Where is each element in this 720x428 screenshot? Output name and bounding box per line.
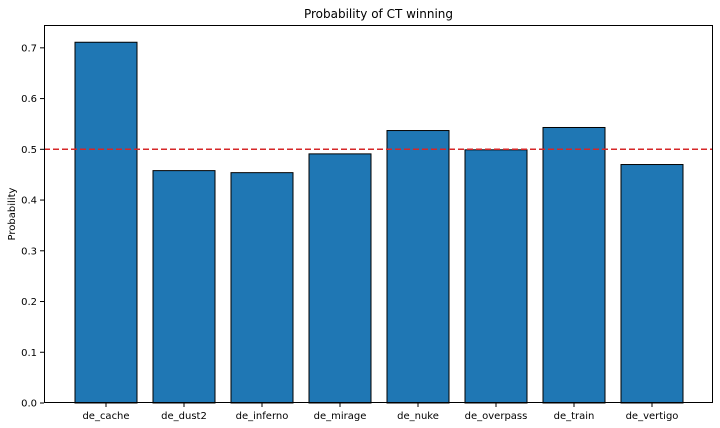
y-tick-label: 0.5 <box>21 145 37 156</box>
y-tick-label: 0.6 <box>21 94 37 105</box>
x-tick-label: de_mirage <box>314 411 367 422</box>
bar-de_cache <box>74 41 138 404</box>
x-tick-label: de_vertigo <box>626 411 679 422</box>
bar-de_overpass <box>464 149 528 404</box>
x-tick-label: de_inferno <box>236 411 289 422</box>
bar-de_mirage <box>308 153 372 404</box>
y-tick-label: 0.2 <box>21 297 37 308</box>
y-axis-ticks: 0.0 0.1 0.2 0.3 0.4 0.5 0.6 0.7 <box>21 43 44 410</box>
x-tick-label: de_nuke <box>397 411 439 422</box>
y-tick-label: 0.3 <box>21 246 37 257</box>
bar-de_train <box>542 126 606 404</box>
chart-title: Probability of CT winning <box>304 7 453 21</box>
plot-area <box>44 25 713 403</box>
y-axis-label: Probability <box>7 187 18 240</box>
bar-de_vertigo <box>620 164 684 404</box>
x-tick-label: de_cache <box>82 411 129 422</box>
y-tick-label: 0.1 <box>21 348 37 359</box>
bar-de_nuke <box>386 130 450 404</box>
bar-de_inferno <box>230 172 294 404</box>
y-tick-label: 0.4 <box>21 196 37 207</box>
y-tick-label: 0.0 <box>21 399 37 410</box>
y-tick-label: 0.7 <box>21 43 37 54</box>
x-axis-ticks: de_cache de_dust2 de_inferno de_mirage de_nu… <box>82 403 678 422</box>
x-tick-label: de_train <box>554 411 595 422</box>
x-tick-label: de_overpass <box>465 411 528 422</box>
bars-group <box>74 41 684 404</box>
bar-de_dust2 <box>152 170 216 404</box>
axes-frame <box>44 25 713 403</box>
x-tick-label: de_dust2 <box>161 411 207 422</box>
axes-spines <box>44 25 713 403</box>
